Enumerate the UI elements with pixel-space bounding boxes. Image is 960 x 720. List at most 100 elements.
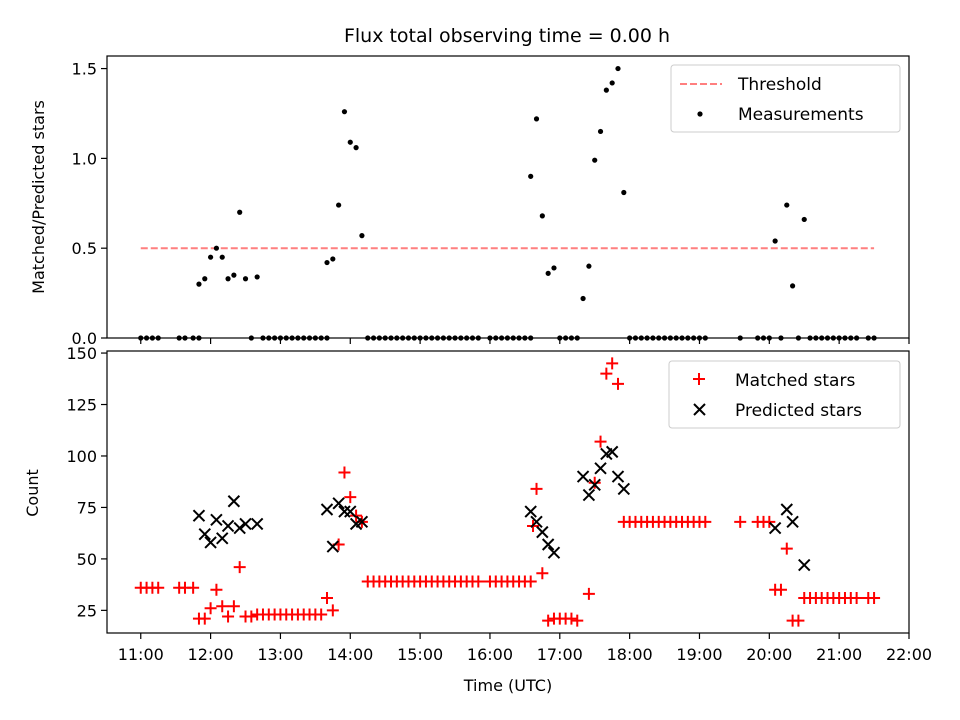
matched-star-point: [210, 583, 223, 596]
measurement-point: [784, 202, 790, 208]
measurement-point: [324, 259, 330, 266]
ratio-y-tick-label: 0.5: [72, 239, 97, 258]
matched-star-point: [600, 367, 613, 380]
measurement-point: [190, 335, 196, 341]
predicted-star-point: [332, 497, 345, 510]
measurement-point: [341, 109, 348, 115]
matched-star-point: [542, 614, 555, 627]
predicted-star-point: [541, 538, 555, 551]
measurement-point: [661, 335, 668, 341]
predicted-star-point: [786, 515, 799, 529]
measurement-point: [807, 335, 813, 341]
measurement-point: [493, 335, 499, 341]
measurement-point: [196, 335, 202, 341]
measurement-point: [155, 335, 161, 341]
measurement-point: [143, 335, 150, 341]
measurement-point: [446, 335, 452, 341]
measurement-point: [568, 335, 575, 341]
predicted-star-point: [536, 525, 549, 539]
matched-star-point: [344, 491, 357, 504]
measurement-point: [452, 335, 458, 341]
measurement-point: [679, 335, 685, 341]
measurement-point: [574, 335, 580, 341]
matched-star-point: [320, 592, 333, 605]
measurement-point: [597, 128, 604, 135]
predicted-star-point: [326, 540, 340, 553]
predicted-star-point: [210, 513, 223, 526]
ratio-y-tick-label: 0.0: [72, 329, 97, 348]
count-x-ticks: 11:00 12:00 13:00 14:00 15:00 16:00 17:00 18:00…: [118, 633, 932, 664]
measurement-point: [266, 335, 272, 341]
measurement-point: [405, 335, 412, 341]
predicted-star-point: [216, 532, 229, 545]
measurement-point: [464, 335, 470, 341]
x-tick-label: 12:00: [188, 645, 234, 664]
predicted-star-point: [344, 505, 357, 518]
measurement-point: [696, 335, 703, 341]
measurement-point: [557, 335, 563, 341]
matched-star-point: [611, 377, 624, 390]
measurement-point: [301, 335, 307, 341]
matched-star-point: [152, 581, 165, 594]
predicted-star-point: [605, 445, 619, 459]
matched-star-point: [326, 604, 339, 617]
predicted-star-point: [780, 503, 793, 516]
legend-measurement-swatch: [697, 111, 703, 117]
matched-star-point: [187, 581, 200, 594]
measurement-point: [685, 335, 691, 341]
measurement-point: [213, 245, 220, 251]
measurement-point: [283, 335, 289, 341]
matched-star-point: [227, 600, 240, 613]
ratio-y-ticks: 0.0 0.5 1.0 1.5: [72, 60, 107, 348]
x-tick-label: 11:00: [118, 645, 164, 664]
measurement-point: [813, 335, 819, 341]
matched-star-point: [338, 466, 351, 479]
measurement-point: [458, 335, 464, 341]
matched-star-point: [868, 592, 881, 605]
measurement-point: [848, 335, 854, 341]
measurement-point: [289, 335, 295, 341]
measurement-point: [609, 80, 615, 86]
matched-star-point: [472, 575, 485, 588]
measurement-point: [586, 263, 592, 269]
matched-star-point: [198, 612, 211, 625]
measurement-point: [353, 145, 359, 151]
x-tick-label: 19:00: [676, 645, 722, 664]
measurement-point: [359, 233, 365, 239]
measurement-point: [207, 254, 214, 260]
measurement-point: [755, 335, 761, 341]
predicted-star-point: [204, 536, 217, 549]
measurement-point: [842, 335, 848, 341]
ratio-legend: Threshold Measurements: [670, 64, 901, 133]
measurement-point: [650, 335, 656, 341]
measurement-point: [487, 335, 493, 341]
measurement-point: [254, 274, 260, 280]
measurement-point: [347, 139, 353, 145]
count-y-tick-label: 150: [66, 344, 97, 363]
predicted-star-point: [798, 558, 811, 572]
predicted-star-point: [233, 521, 246, 535]
measurement-point: [621, 189, 627, 196]
x-tick-label: 15:00: [397, 645, 443, 664]
matched-star-point: [774, 583, 787, 596]
measurement-point: [801, 216, 807, 223]
measurement-point: [528, 173, 534, 179]
ratio-panel: 0.0 0.5 1.0 1.5 Matched/Predicted stars Thr…: [29, 55, 910, 348]
predicted-star-point: [239, 517, 252, 531]
count-y-ticks: 25 50 75 100 125 150: [66, 344, 107, 620]
matched-star-point: [588, 476, 601, 489]
measurement-point: [411, 335, 417, 341]
measurement-point: [498, 335, 505, 341]
measurement-point: [778, 335, 784, 341]
measurement-point: [429, 335, 435, 341]
predicted-star-point: [320, 503, 334, 516]
measurement-point: [504, 335, 511, 341]
predicted-star-point: [227, 495, 241, 508]
count-y-tick-label: 125: [66, 396, 97, 415]
measurement-point: [365, 335, 371, 341]
matched-star-point: [571, 614, 584, 627]
predicted-stars-points: [192, 445, 811, 572]
measurement-point: [737, 335, 743, 341]
matched-star-point: [763, 515, 776, 528]
matched-star-point: [594, 435, 607, 448]
